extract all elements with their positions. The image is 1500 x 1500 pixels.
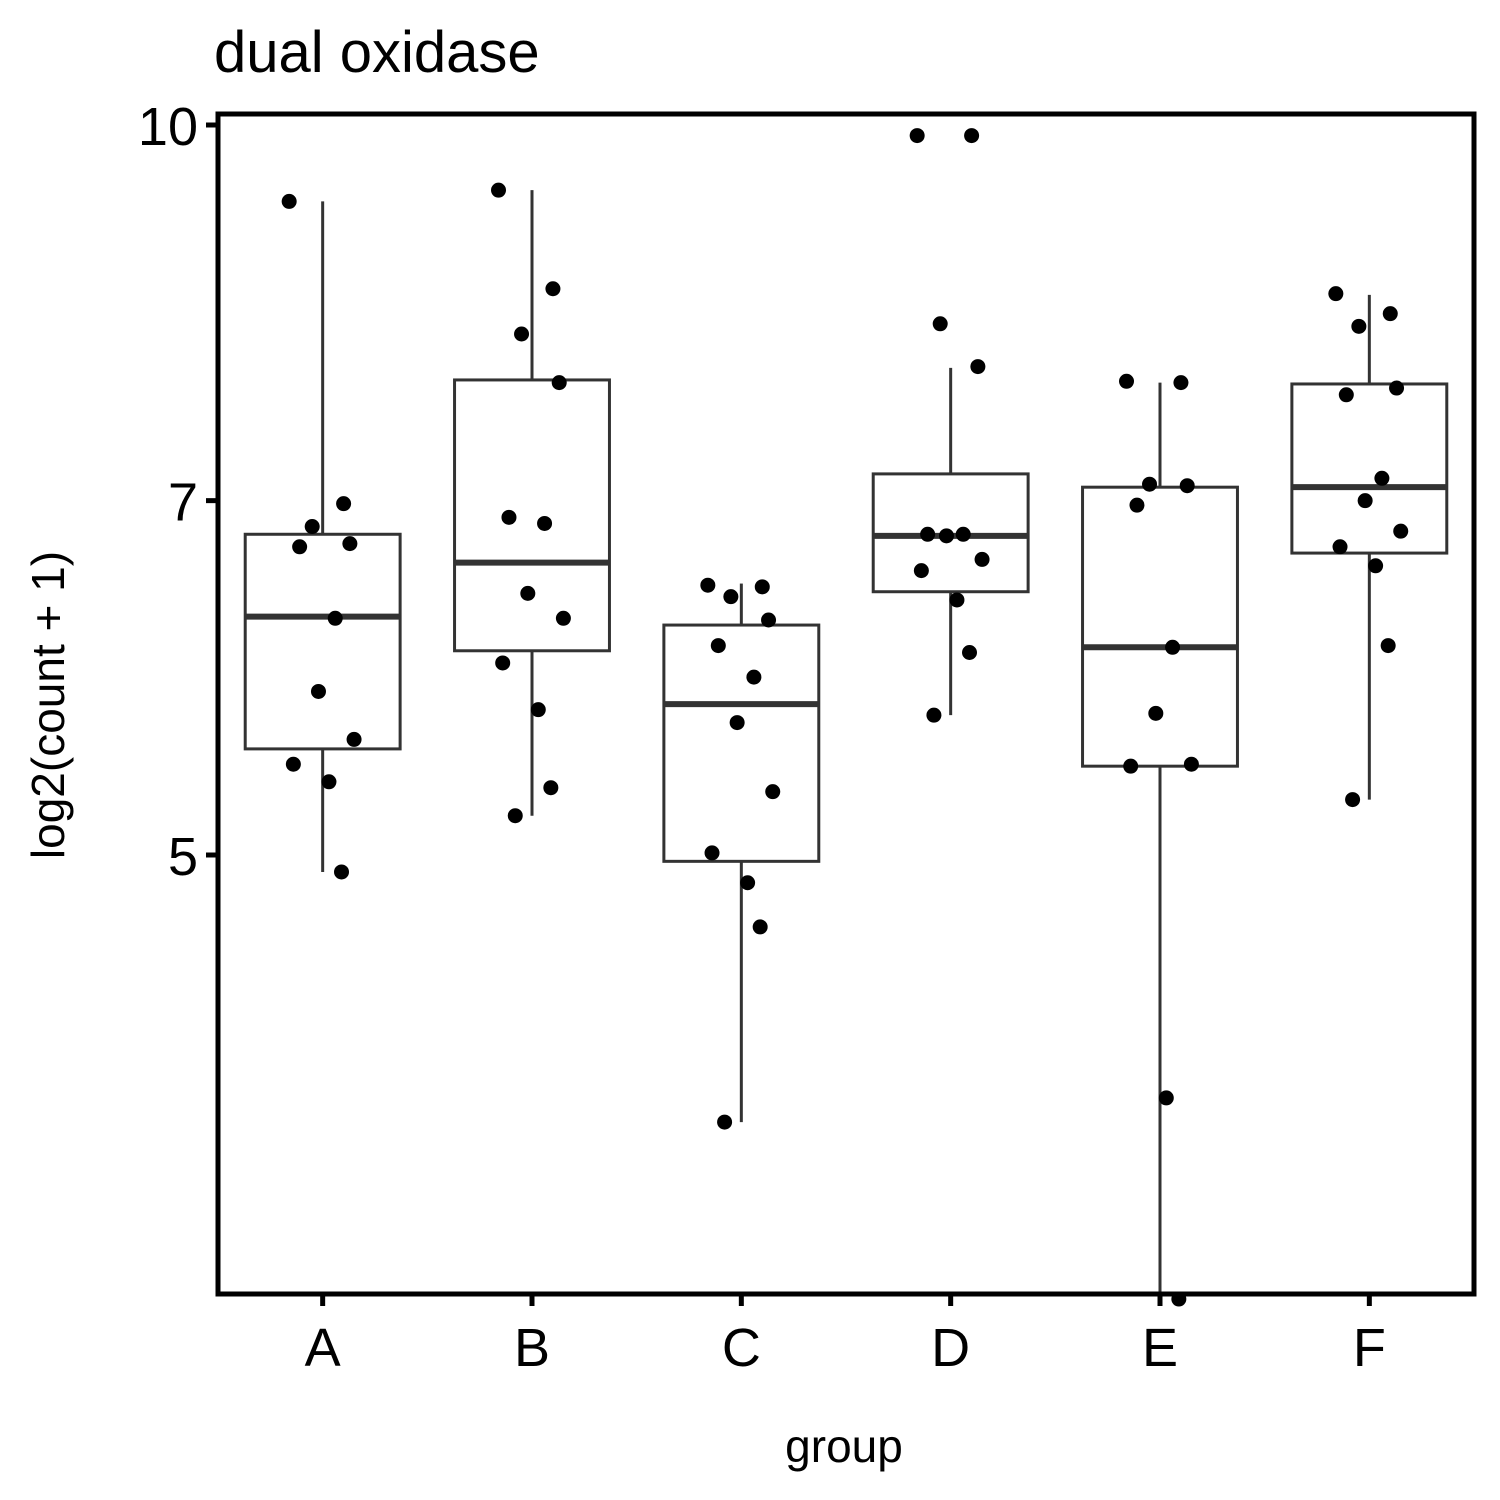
data-point (281, 193, 297, 209)
data-point (949, 592, 965, 608)
data-point (1158, 1090, 1174, 1106)
data-point (491, 182, 507, 198)
x-axis-title: group (785, 1420, 903, 1472)
data-point (507, 808, 523, 824)
plot-area (243, 128, 1449, 1307)
chart-title: dual oxidase (214, 20, 540, 85)
data-point (1183, 756, 1199, 772)
data-point (717, 1114, 733, 1130)
data-point (1142, 476, 1158, 492)
data-point (1129, 497, 1145, 513)
data-point (304, 519, 320, 535)
y-tick-label: 5 (168, 827, 198, 887)
y-tick-label: 10 (138, 97, 198, 157)
data-point (909, 128, 925, 144)
data-point (555, 610, 571, 626)
data-point (501, 509, 517, 525)
data-point (334, 864, 350, 880)
data-point (700, 577, 716, 593)
data-point (926, 707, 942, 723)
data-point (346, 731, 362, 747)
data-point (920, 526, 936, 542)
data-point (1328, 286, 1344, 302)
box (453, 378, 611, 653)
data-point (1123, 758, 1139, 774)
data-point (1338, 387, 1354, 403)
data-point (1165, 639, 1181, 655)
box-group-C (662, 583, 821, 1123)
x-tick-label: A (305, 1318, 341, 1378)
data-point (1179, 478, 1195, 494)
data-point (530, 702, 546, 718)
data-point (710, 638, 726, 654)
data-point (321, 774, 337, 790)
box-group-B (453, 190, 611, 816)
data-point (495, 655, 511, 671)
data-point (752, 919, 768, 935)
data-point (545, 281, 561, 297)
data-point (543, 780, 559, 796)
data-point (1173, 375, 1189, 391)
data-point (1119, 373, 1135, 389)
data-point (342, 536, 358, 552)
data-point (955, 526, 971, 542)
data-point (704, 845, 720, 861)
data-point (970, 359, 986, 375)
data-point (761, 612, 777, 628)
data-point (1148, 705, 1164, 721)
data-point (746, 669, 762, 685)
x-tick-label: C (722, 1318, 761, 1378)
data-point (974, 551, 990, 567)
data-point (723, 589, 739, 605)
data-point (292, 539, 308, 555)
data-point (938, 528, 954, 544)
box (243, 532, 402, 751)
x-tick-label: D (931, 1318, 970, 1378)
data-point (1345, 792, 1361, 808)
data-point (740, 875, 756, 891)
box (662, 623, 821, 863)
data-point (327, 610, 343, 626)
data-point (1374, 470, 1390, 486)
data-point (1389, 380, 1405, 396)
box (1290, 382, 1449, 555)
box-group-A (243, 201, 402, 872)
x-tick-label: F (1353, 1318, 1386, 1378)
data-point (537, 515, 553, 531)
data-point (1357, 493, 1373, 509)
data-point (1380, 638, 1396, 654)
y-tick-label: 7 (168, 473, 198, 533)
y-axis-title: log2(count + 1) (22, 551, 74, 859)
data-point (1351, 318, 1367, 334)
data-point (551, 375, 567, 391)
data-point (765, 784, 781, 800)
data-point (754, 579, 770, 595)
plot-frame (215, 111, 1477, 1297)
box (1081, 485, 1239, 768)
data-point (962, 645, 978, 661)
data-point (729, 715, 745, 731)
x-tick-label: E (1142, 1318, 1178, 1378)
data-point (932, 316, 948, 332)
data-point (336, 496, 352, 512)
data-point (964, 128, 980, 144)
data-point (514, 326, 530, 342)
data-point (1393, 523, 1409, 539)
data-point (285, 756, 301, 772)
x-tick-label: B (514, 1318, 550, 1378)
data-point (310, 683, 326, 699)
data-point (1332, 539, 1348, 555)
axes: 5 7 10 A B C D E F (138, 97, 1386, 1378)
data-point (913, 563, 929, 579)
data-point (1382, 306, 1398, 322)
box-group-E (1081, 382, 1239, 1300)
data-point (520, 585, 536, 601)
data-point (1368, 558, 1384, 574)
box-group-F (1290, 294, 1449, 800)
